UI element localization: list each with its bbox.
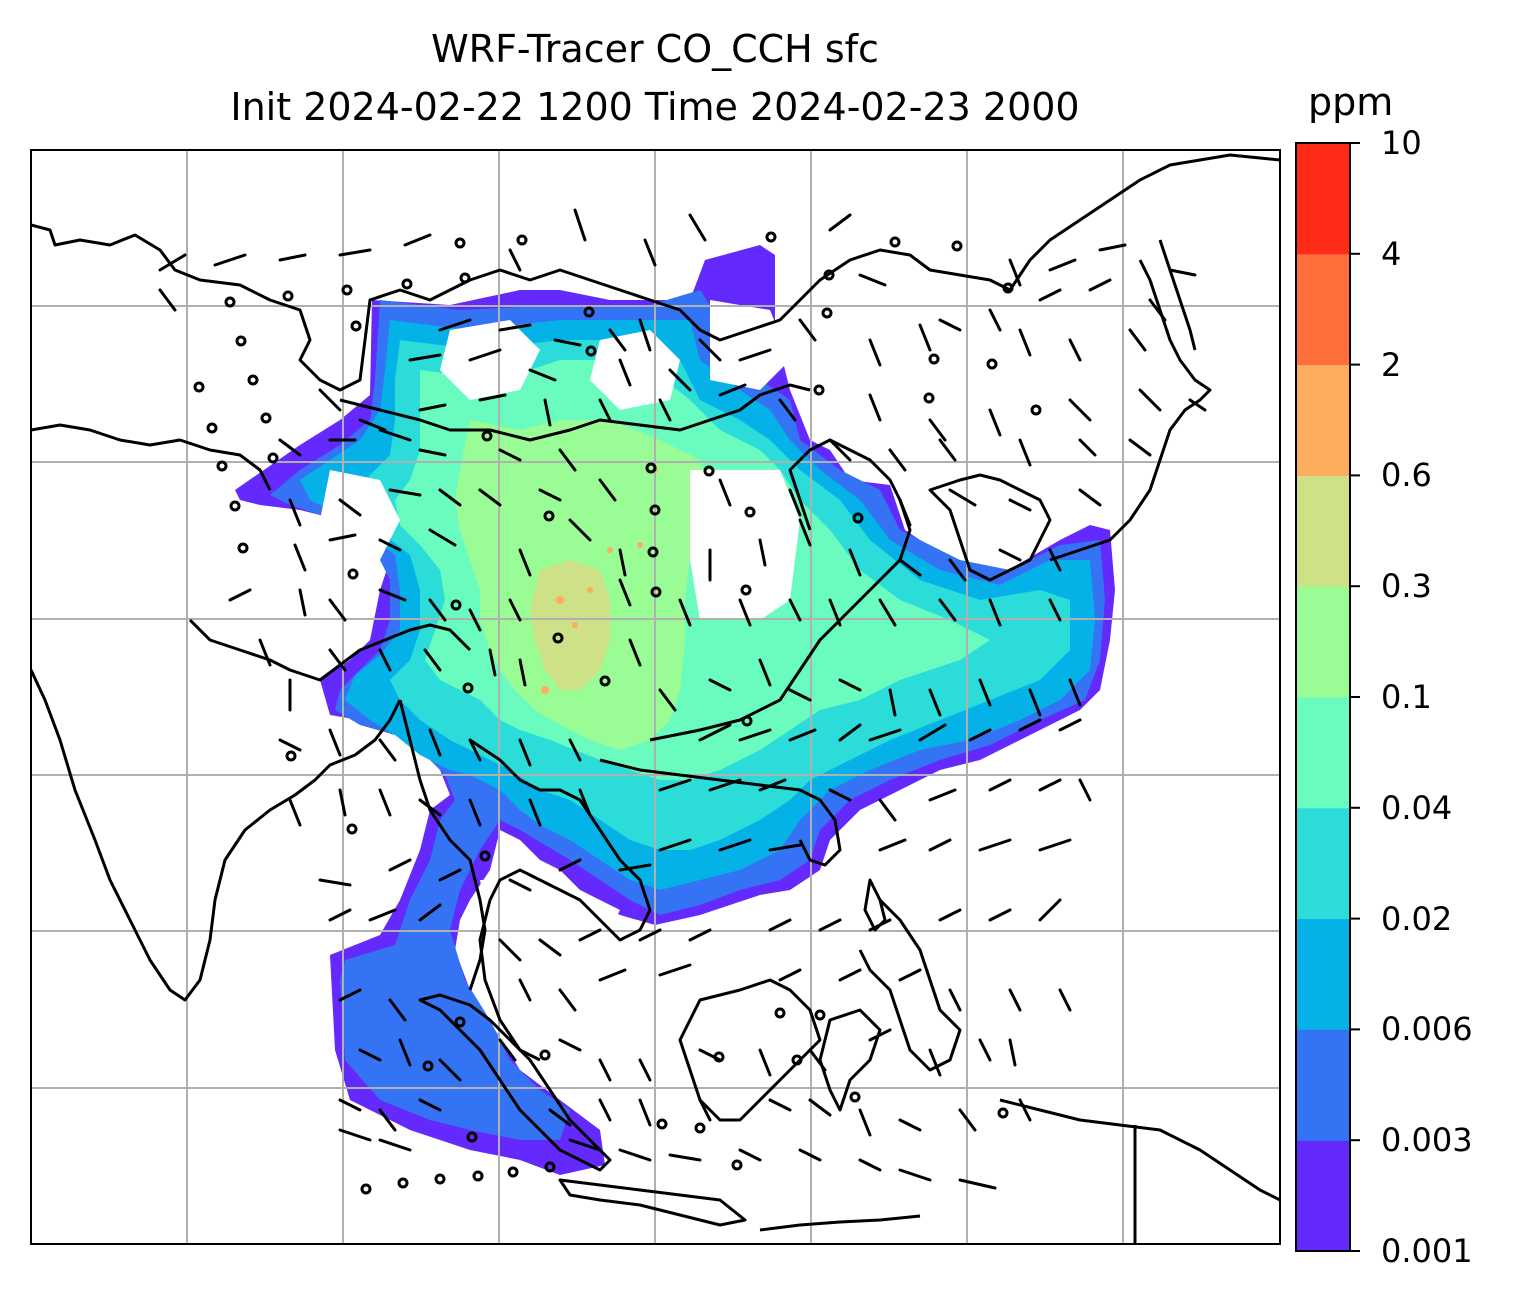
colorbar-tick-label: 0.04 — [1381, 788, 1453, 827]
coastline-indochina — [469, 738, 652, 1062]
coastline-sakhalin — [1158, 239, 1197, 351]
colorbar-segment — [1296, 143, 1350, 255]
coastline-south-china — [599, 758, 842, 867]
colorbar-tick-label: 0.3 — [1381, 567, 1432, 606]
colorbar-tick-label: 0.1 — [1381, 678, 1432, 716]
border-central-asia — [31, 423, 272, 491]
coastline-borneo — [678, 978, 822, 1122]
colorbar — [1296, 142, 1360, 1252]
colorbar-tick-label: 2 — [1381, 345, 1402, 384]
colorbar-tick-label: 0.6 — [1381, 456, 1432, 495]
colorbar-frame — [1295, 142, 1351, 1252]
coastline-sumatra — [418, 993, 612, 1172]
coastline-new-guinea — [999, 1098, 1280, 1202]
border-china-north — [339, 383, 811, 442]
colorbar-segment — [1296, 918, 1350, 1030]
colorbar-segment — [1296, 253, 1350, 366]
coastlines-borders — [31, 153, 1280, 1244]
calm-wind-markers — [193, 231, 1042, 1195]
coastline-russia-far-east — [1008, 153, 1280, 291]
colorbar-segment — [1296, 807, 1350, 920]
coastline-philippines — [858, 898, 962, 1072]
map-title-line2: Init 2024-02-22 1200 Time 2024-02-23 200… — [230, 85, 1080, 129]
colorbar-segment — [1296, 1029, 1350, 1141]
colorbar-tick-label: 0.001 — [1381, 1232, 1473, 1270]
coastline-lesser-sunda — [759, 1214, 921, 1232]
colorbar-segment — [1296, 586, 1350, 698]
wind-barbs — [158, 208, 1207, 1190]
colorbar-segment — [1296, 475, 1350, 587]
colorbar-tick-label: 10 — [1381, 124, 1422, 162]
colorbar-tick-label: 0.02 — [1381, 899, 1453, 938]
colorbar-segment — [1296, 1140, 1350, 1252]
coastline-bay-bengal — [398, 699, 487, 991]
map-frame — [30, 149, 1281, 1245]
colorbar-segment — [1296, 364, 1350, 476]
coastline-japan — [1049, 259, 1212, 562]
coastline-korea — [928, 473, 1052, 582]
coastline-china-east — [649, 438, 912, 742]
coastline-west — [31, 223, 1011, 392]
coastline-java — [558, 1178, 747, 1227]
colorbar-tick-label: 0.006 — [1381, 1010, 1473, 1049]
tracer-fill-level-8 — [541, 467, 658, 694]
coastline-india — [31, 669, 402, 1002]
colorbar-unit: ppm — [1308, 80, 1394, 124]
colorbar-tick-label: 0.003 — [1381, 1121, 1473, 1160]
lat-lon-gridlines — [31, 150, 1280, 1244]
colorbar-segment — [1296, 697, 1350, 809]
map-title-line1: WRF-Tracer CO_CCH sfc — [431, 27, 879, 71]
colorbar-tick-label: 4 — [1381, 234, 1402, 273]
